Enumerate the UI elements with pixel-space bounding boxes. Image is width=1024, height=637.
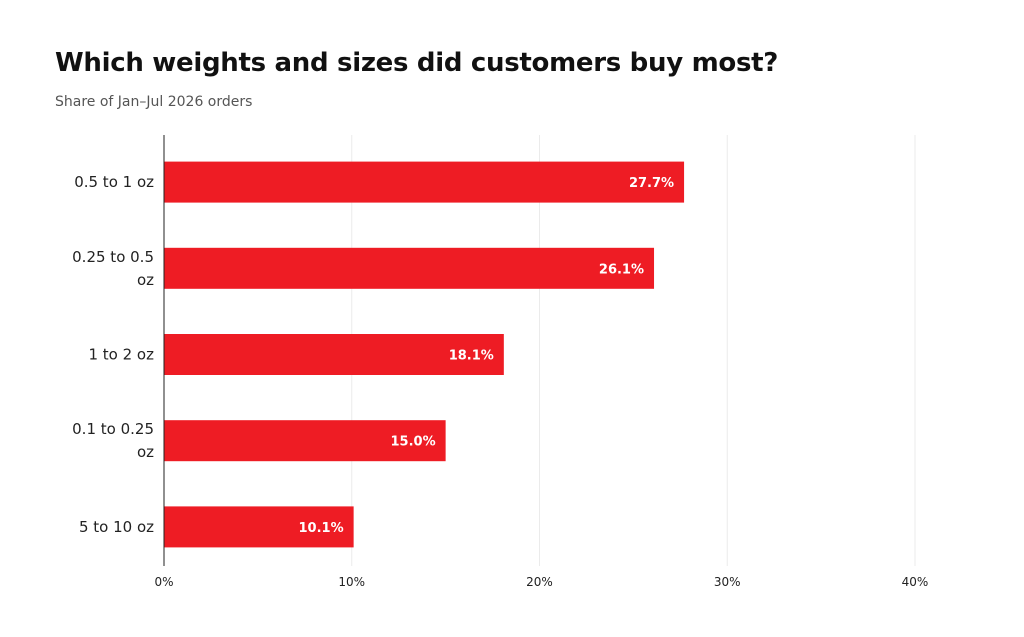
bar-layer [163,135,685,566]
bar-value-label: 27.7% [629,176,674,191]
x-axis-ticks: 0% 10% 20% 30% 40% [154,575,928,589]
category-label-line: 0.1 to 0.25 [72,420,154,438]
x-tick-label: 10% [338,575,365,589]
category-label-line: 0.25 to 0.5 [72,248,154,266]
bar [164,161,685,203]
bar-value-label: 26.1% [599,262,644,277]
chart-title: Which weights and sizes did customers bu… [55,48,779,78]
category-label: 1 to 2 oz [88,346,154,364]
bar [164,420,446,462]
bar-value-label: 15.0% [391,435,436,450]
category-label: 0.5 to 1 oz [74,173,154,191]
bar [164,506,354,548]
category-label-line: oz [137,443,154,461]
x-tick-label: 0% [154,575,173,589]
category-label: 0.1 to 0.25 oz [72,420,154,461]
chart-subtitle: Share of Jan–Jul 2026 orders [55,94,253,110]
bar [164,247,655,289]
x-tick-label: 20% [526,575,553,589]
label-layer: 27.7% 26.1% 18.1% 15.0% 10.1% [299,176,675,536]
y-axis-categories: 0.5 to 1 oz 0.25 to 0.5 oz 1 to 2 oz 0.1 to … [72,173,154,536]
bar-value-label: 18.1% [449,349,494,364]
x-tick-label: 40% [902,575,929,589]
category-label-line: oz [137,271,154,289]
bar-value-label: 10.1% [299,521,344,536]
bar [164,334,504,375]
category-label: 5 to 10 oz [79,518,154,536]
x-tick-label: 30% [714,575,741,589]
category-label: 0.25 to 0.5 oz [72,248,154,289]
